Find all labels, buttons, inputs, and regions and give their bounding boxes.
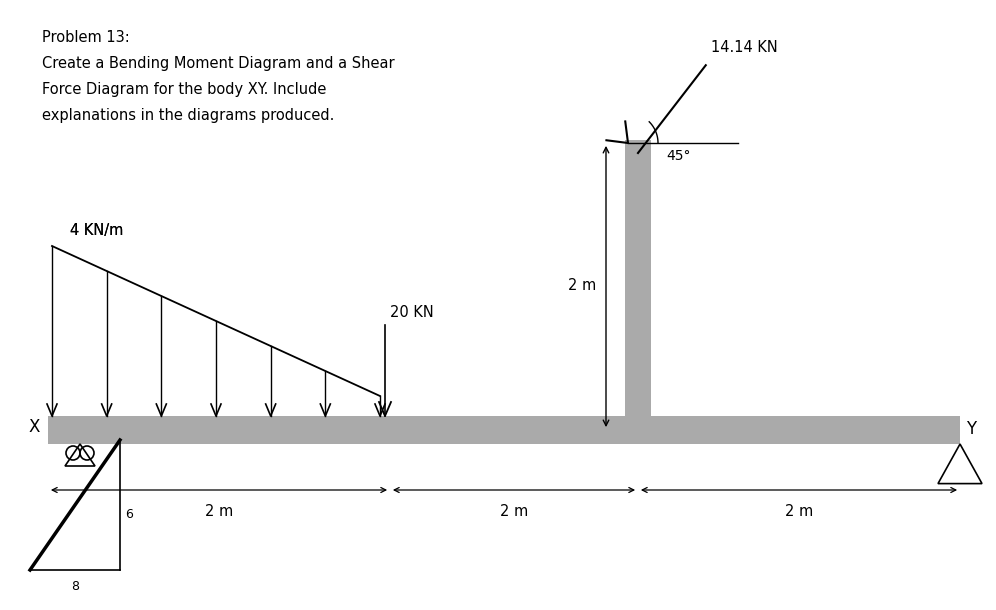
Text: 8: 8	[71, 580, 79, 593]
Text: 2 m: 2 m	[785, 504, 813, 519]
Text: 2 m: 2 m	[205, 504, 233, 519]
Polygon shape	[938, 444, 982, 484]
Text: Y: Y	[966, 420, 976, 438]
Text: 14.14 KN: 14.14 KN	[711, 40, 778, 56]
Text: 6: 6	[125, 509, 132, 522]
Bar	[625, 140, 651, 416]
Text: 45°: 45°	[666, 149, 690, 163]
Text: Problem 13:: Problem 13:	[42, 30, 129, 45]
Text: 4 KN/m: 4 KN/m	[70, 223, 124, 238]
Polygon shape	[65, 444, 95, 466]
Text: X: X	[29, 418, 40, 436]
Text: 4 KN/m: 4 KN/m	[70, 223, 124, 238]
Text: 20 KN: 20 KN	[390, 305, 433, 320]
Text: 2 m: 2 m	[500, 504, 528, 519]
Text: 2 m: 2 m	[568, 279, 596, 293]
Text: Force Diagram for the body XY. Include: Force Diagram for the body XY. Include	[42, 82, 327, 97]
Text: Create a Bending Moment Diagram and a Shear: Create a Bending Moment Diagram and a Sh…	[42, 56, 394, 71]
Text: explanations in the diagrams produced.: explanations in the diagrams produced.	[42, 108, 335, 123]
Bar	[48, 416, 960, 444]
